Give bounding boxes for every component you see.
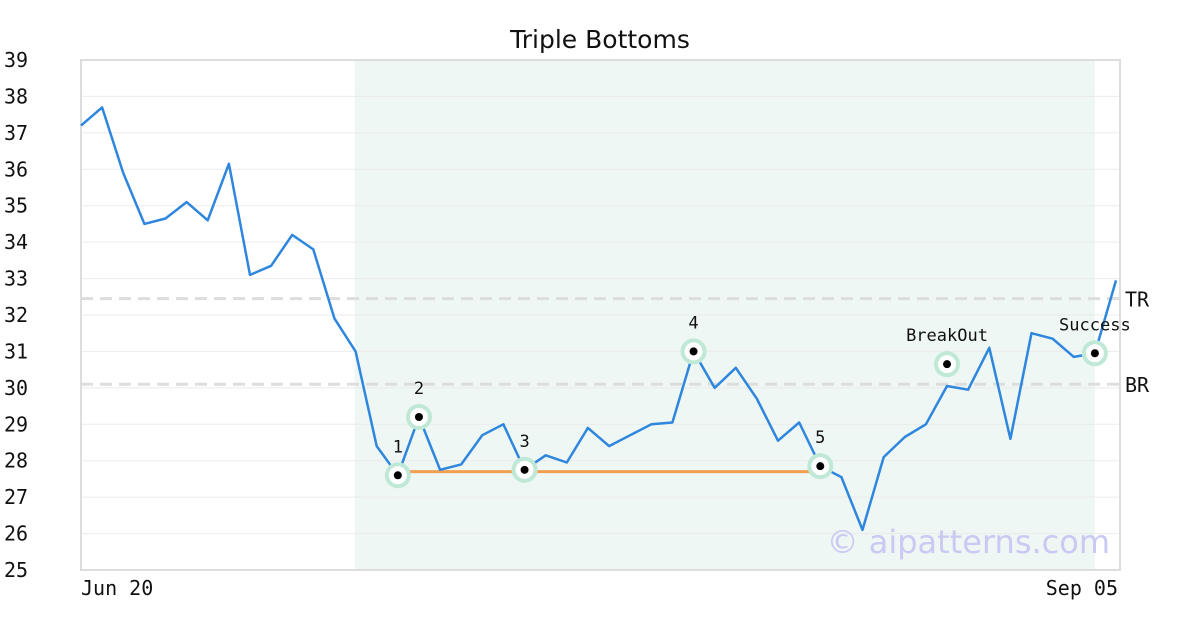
pattern-point-1: 1 — [384, 437, 411, 489]
x-tick-label-end: Sep 05 — [1046, 576, 1118, 600]
point-dot — [414, 413, 423, 421]
point-dot — [520, 465, 529, 474]
gridlines — [81, 95, 1120, 535]
y-tick-label: 32 — [4, 303, 28, 327]
pattern-point-success: Success — [1059, 315, 1131, 367]
y-tick-label: 34 — [4, 230, 28, 254]
y-tick-label: 39 — [4, 48, 28, 72]
y-tick-label: 35 — [4, 194, 28, 218]
y-axis-ticks: 25 26 27 28 29 30 31 32 33 34 35 36 37 38 39 — [4, 48, 28, 582]
y-tick-label: 37 — [4, 121, 28, 145]
pattern-point-breakout: BreakOut — [906, 326, 988, 378]
chart-title: Triple Bottoms — [509, 25, 690, 54]
y-tick-label: 36 — [4, 157, 28, 181]
y-tick-label: 33 — [4, 267, 28, 291]
price-line-layer — [80, 106, 1118, 532]
y-tick-label: 30 — [4, 376, 28, 400]
point-label-2: 2 — [414, 379, 424, 399]
y-tick-label: 28 — [4, 449, 28, 473]
y-tick-label: 38 — [4, 84, 28, 108]
point-label-breakout: BreakOut — [906, 326, 988, 346]
y-tick-label: 29 — [4, 412, 28, 436]
point-dot — [393, 471, 402, 480]
price-series-line — [80, 106, 1118, 532]
pattern-point-5: 5 — [807, 428, 834, 480]
pattern-point-3: 3 — [511, 432, 538, 483]
point-dot — [1090, 349, 1099, 358]
watermark: © aipatterns.com — [827, 523, 1110, 561]
reference-label-tr: TR — [1125, 288, 1150, 312]
y-tick-label: 27 — [4, 485, 28, 509]
point-label-5: 5 — [815, 428, 825, 448]
point-dot — [943, 360, 952, 369]
pattern-point-4: 4 — [680, 313, 707, 365]
x-axis-ticks: Jun 20 Sep 05 — [81, 576, 1118, 600]
reference-label-br: BR — [1125, 373, 1150, 397]
y-tick-label: 26 — [4, 522, 28, 546]
point-dot — [689, 347, 698, 356]
plot-frame — [80, 59, 1121, 571]
point-label-3: 3 — [519, 432, 529, 452]
point-label-1: 1 — [393, 437, 403, 457]
point-dot — [816, 462, 825, 471]
point-label-4: 4 — [688, 313, 698, 333]
y-tick-label: 31 — [4, 339, 28, 363]
pattern-points: 1 2 3 4 5 BreakOut Success — [384, 313, 1131, 489]
reference-lines: TR BR — [81, 288, 1150, 397]
x-tick-label-start: Jun 20 — [81, 576, 153, 600]
pattern-point-2: 2 — [405, 379, 432, 430]
y-tick-label: 25 — [4, 558, 28, 582]
point-label-success: Success — [1059, 315, 1131, 335]
